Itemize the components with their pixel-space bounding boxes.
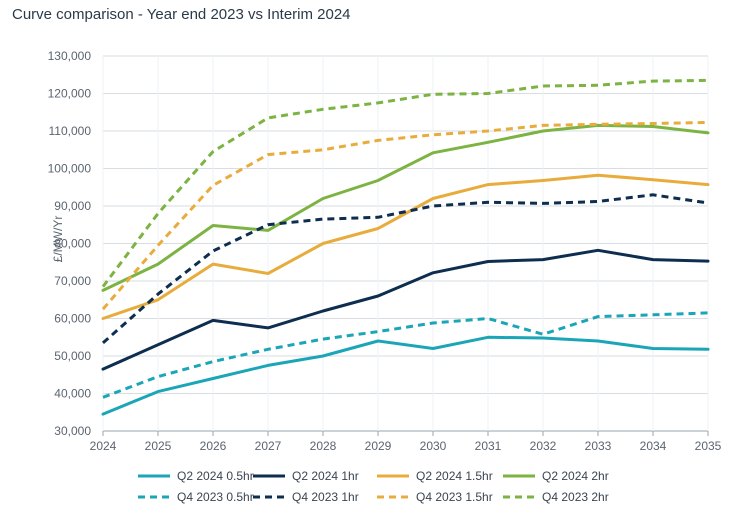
y-tick-label: 100,000 [48, 162, 92, 176]
legend-item: Q2 2024 1hr [253, 469, 359, 483]
series-line-q2-2024-1-5hr [101, 173, 710, 320]
y-tick-label: 80,000 [54, 237, 91, 251]
x-tick-label: 2031 [475, 439, 502, 453]
x-tick-label: 2030 [420, 439, 447, 453]
legend-item: Q4 2023 2hr [503, 490, 609, 504]
gridlines [102, 55, 709, 432]
chart-title: Curve comparison - Year end 2023 vs Inte… [12, 6, 351, 23]
legend-label: Q4 2023 0.5hr [177, 490, 254, 504]
legend-label: Q2 2024 1hr [292, 469, 359, 483]
legend-label: Q2 2024 2hr [542, 469, 609, 483]
y-tick-label: 110,000 [49, 124, 92, 138]
legend-label: Q4 2023 2hr [542, 490, 609, 504]
legend-label: Q2 2024 1.5hr [416, 469, 493, 483]
y-tick-label: 60,000 [54, 312, 91, 326]
x-tick-label: 2032 [530, 439, 557, 453]
legend-item: Q4 2023 1hr [253, 490, 359, 504]
axes: 30,000 40,000 50,000 60,000 70,000 80,000 90,0… [48, 49, 722, 453]
legend: Q2 2024 0.5hr Q2 2024 1hr Q2 2024 1.5hr Q2 … [138, 469, 609, 504]
x-tick-label: 2024 [90, 439, 117, 453]
series-line-q4-2023-1hr [102, 193, 709, 345]
y-tick-label: 30,000 [54, 424, 91, 438]
x-tick-label: 2025 [145, 439, 172, 453]
x-tick-label: 2035 [695, 439, 722, 453]
legend-item: Q2 2024 0.5hr [138, 469, 254, 483]
series-line-q4-2023-0-5hr [102, 311, 709, 399]
legend-label: Q4 2023 1.5hr [416, 490, 493, 504]
legend-label: Q2 2024 0.5hr [177, 469, 254, 483]
series-line-q2-2024-1hr [101, 248, 710, 371]
series-line-q4-2023-1-5hr [101, 120, 709, 311]
series-line-q2-2024-0-5hr [101, 335, 710, 416]
y-tick-label: 120,000 [48, 87, 92, 101]
x-tick-label: 2029 [365, 439, 392, 453]
y-tick-label: 70,000 [54, 274, 91, 288]
y-tick-label: 50,000 [54, 349, 91, 363]
y-tick-label: 40,000 [54, 387, 91, 401]
legend-item: Q4 2023 0.5hr [138, 490, 254, 504]
y-tick-label: 90,000 [54, 199, 91, 213]
x-tick-label: 2034 [640, 439, 667, 453]
y-axis-title: £/MW/Yr [51, 216, 65, 263]
x-tick-label: 2028 [310, 439, 337, 453]
legend-item: Q2 2024 1.5hr [377, 469, 493, 483]
series-line-q4-2023-2hr [101, 78, 709, 288]
legend-item: Q4 2023 1.5hr [377, 490, 493, 504]
x-tick-label: 2026 [200, 439, 227, 453]
series-lines [101, 78, 710, 416]
x-tick-label: 2033 [585, 439, 612, 453]
legend-item: Q2 2024 2hr [503, 469, 609, 483]
legend-label: Q4 2023 1hr [292, 490, 359, 504]
y-tick-label: 130,000 [48, 49, 92, 63]
x-tick-label: 2027 [255, 439, 282, 453]
